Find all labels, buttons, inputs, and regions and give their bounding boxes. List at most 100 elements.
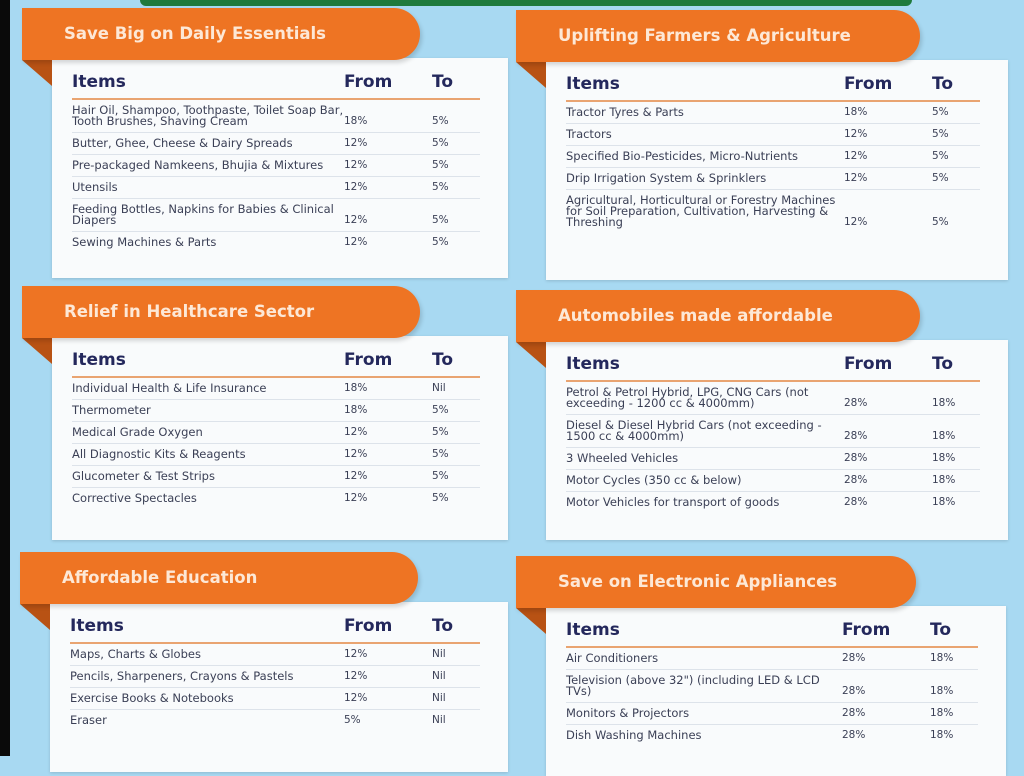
item-name: All Diagnostic Kits & Reagents (72, 443, 344, 466)
header-from: From (844, 350, 932, 382)
rate-to: Nil (432, 687, 480, 710)
rate-from: 12% (344, 443, 432, 466)
rate-to: 5% (432, 176, 480, 199)
table-row: Diesel & Diesel Hybrid Cars (not exceedi… (566, 414, 980, 448)
rate-from: 12% (344, 665, 432, 688)
table-row: Motor Cycles (350 cc & below) 28% 18% (566, 469, 980, 492)
item-name: Thermometer (72, 399, 344, 422)
rate-from: 12% (844, 123, 932, 146)
table-row: Air Conditioners 28% 18% (566, 647, 978, 670)
table-row: Tractor Tyres & Parts 18% 5% (566, 101, 980, 124)
panel-title: Save on Electronic Appliances (516, 556, 916, 608)
table-row: Motor Vehicles for transport of goods 28… (566, 492, 980, 514)
rate-from: 12% (344, 154, 432, 177)
table-row: Butter, Ghee, Cheese & Dairy Spreads 12%… (72, 132, 480, 155)
rate-from: 18% (344, 99, 432, 133)
ribbon-fold (22, 60, 52, 86)
table-header-row: Items From To (566, 616, 978, 648)
item-name: Dish Washing Machines (566, 728, 702, 742)
item-name: Agricultural, Horticultural or Forestry … (566, 193, 836, 229)
table-row: Television (above 32") (including LED & … (566, 669, 978, 703)
panel-card: Items From To Hair Oil, Shampoo, Toothpa… (52, 58, 508, 278)
item-name: Hair Oil, Shampoo, Toothpaste, Toilet So… (72, 99, 344, 133)
table-header-row: Items From To (72, 346, 480, 378)
rate-from: 12% (344, 132, 432, 155)
table-header-row: Items From To (72, 68, 480, 100)
rate-to: 5% (432, 421, 480, 444)
table-header-row: Items From To (566, 70, 980, 102)
panel-save-on-electronic-appliances: Items From To Air Conditioners 28% 18% T… (516, 556, 1006, 776)
item-name: Glucometer & Test Strips (72, 465, 344, 488)
item-name: Diesel & Diesel Hybrid Cars (not exceedi… (566, 414, 844, 448)
header-from: From (344, 346, 432, 378)
rate-from: 12% (344, 236, 368, 248)
item-name: Pencils, Sharpeners, Crayons & Pastels (70, 665, 344, 688)
rate-to: 18% (932, 447, 980, 470)
rate-from: 12% (344, 421, 432, 444)
item-name: Pre-packaged Namkeens, Bhujia & Mixtures (72, 154, 344, 177)
rate-from: 28% (842, 669, 930, 703)
rate-to: 5% (932, 216, 949, 228)
header-from: From (844, 70, 932, 102)
table-row: Agricultural, Horticultural or Forestry … (566, 190, 980, 234)
item-name: 3 Wheeled Vehicles (566, 447, 844, 470)
item-name: Air Conditioners (566, 647, 842, 670)
table-row: Sewing Machines & Parts 12% 5% (72, 232, 480, 254)
left-edge-strip (0, 0, 10, 756)
item-name: Specified Bio-Pesticides, Micro-Nutrient… (566, 145, 844, 168)
table-header-row: Items From To (70, 612, 480, 644)
panel-relief-in-healthcare-sector: Items From To Individual Health & Life I… (22, 286, 508, 540)
table-row: Specified Bio-Pesticides, Micro-Nutrient… (566, 145, 980, 168)
rate-to: 5% (932, 101, 980, 124)
ribbon-fold (516, 62, 546, 88)
table-row: Feeding Bottles, Napkins for Babies & Cl… (72, 198, 480, 232)
rate-from: 28% (844, 381, 932, 415)
rate-to: Nil (432, 643, 480, 666)
rate-from: 28% (842, 729, 866, 741)
rate-to: Nil (432, 377, 480, 400)
table-row: Exercise Books & Notebooks 12% Nil (70, 687, 480, 710)
header-to: To (932, 350, 980, 382)
rate-from: 12% (844, 145, 932, 168)
rate-from: 12% (844, 216, 868, 228)
header-to: To (432, 346, 480, 378)
table-row: Dish Washing Machines 28% 18% (566, 725, 978, 747)
ribbon-fold (22, 338, 52, 364)
rate-to: 18% (932, 496, 956, 508)
rate-from: 28% (844, 447, 932, 470)
rate-from: 28% (844, 496, 868, 508)
header-items: Items (70, 612, 344, 644)
rate-to: 5% (432, 443, 480, 466)
table-row: Corrective Spectacles 12% 5% (72, 488, 480, 510)
item-name: Sewing Machines & Parts (72, 235, 217, 249)
rate-to: 18% (932, 414, 980, 448)
rate-from: 12% (344, 465, 432, 488)
rates-table: Items From To Air Conditioners 28% 18% T… (566, 616, 978, 746)
rate-from: 12% (344, 176, 432, 199)
item-name: Monitors & Projectors (566, 702, 842, 725)
item-name: Television (above 32") (including LED & … (566, 669, 842, 703)
rates-table: Items From To Hair Oil, Shampoo, Toothpa… (72, 68, 480, 253)
header-to: To (432, 612, 480, 644)
header-from: From (842, 616, 930, 648)
item-name: Individual Health & Life Insurance (72, 377, 344, 400)
rate-to: 18% (930, 702, 978, 725)
rate-to: 18% (932, 381, 980, 415)
header-to: To (930, 616, 978, 648)
panel-card: Items From To Maps, Charts & Globes 12% … (50, 602, 508, 772)
rate-from: 12% (344, 492, 368, 504)
header-items: Items (566, 350, 844, 382)
item-name: Tractor Tyres & Parts (566, 101, 844, 124)
item-name: Exercise Books & Notebooks (70, 687, 344, 710)
rate-to: 18% (930, 647, 978, 670)
ribbon-fold (516, 608, 546, 634)
table-row: Pre-packaged Namkeens, Bhujia & Mixtures… (72, 154, 480, 177)
table-row: Monitors & Projectors 28% 18% (566, 702, 978, 725)
table-row: Glucometer & Test Strips 12% 5% (72, 465, 480, 488)
table-header-row: Items From To (566, 350, 980, 382)
item-name: Motor Cycles (350 cc & below) (566, 469, 844, 492)
rate-to: 5% (432, 198, 480, 232)
header-items: Items (72, 68, 344, 100)
rate-from: 12% (344, 687, 432, 710)
table-row: Hair Oil, Shampoo, Toothpaste, Toilet So… (72, 99, 480, 133)
